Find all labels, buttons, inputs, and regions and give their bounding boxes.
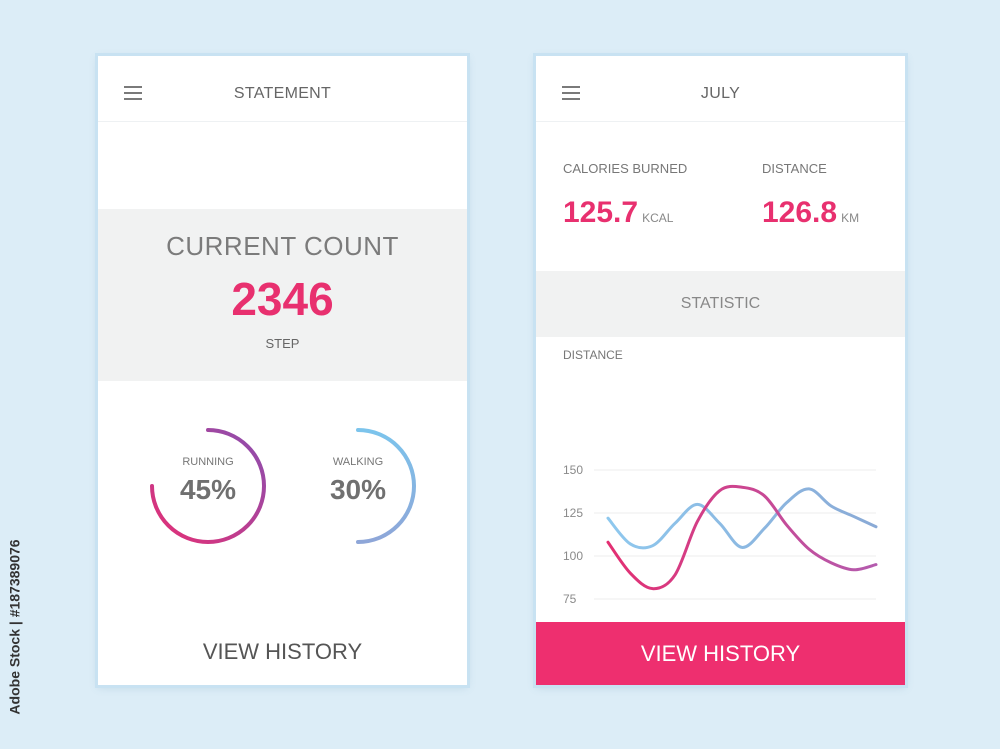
current-count-label: CURRENT COUNT xyxy=(166,231,399,261)
step-unit-label: STEP xyxy=(265,336,300,351)
current-count-panel: CURRENT COUNT 2346 STEP xyxy=(98,209,467,381)
walking-percent: 30% xyxy=(329,474,387,505)
y-tick-label: 75 xyxy=(563,592,577,606)
series-0-line xyxy=(606,487,878,550)
running-gauge: RUNNING 45% xyxy=(148,426,268,546)
view-history-button[interactable]: VIEW HISTORY xyxy=(536,622,905,685)
running-gauge-ring xyxy=(150,428,266,544)
distance-value: 126.8 xyxy=(762,196,838,229)
distance-unit: KM xyxy=(841,211,860,225)
stock-watermark: Adobe Stock | #187389076 xyxy=(0,512,30,742)
running-percent: 45% xyxy=(179,474,237,505)
y-tick-label: 150 xyxy=(563,463,583,477)
distance-metric: DISTANCE 126.8 KM xyxy=(762,161,859,230)
distance-line-chart: 1501251007550 xyxy=(563,463,878,606)
chart-title: DISTANCE xyxy=(563,348,623,362)
page-title: STATEMENT xyxy=(233,85,332,102)
header: STATEMENT xyxy=(98,56,467,122)
statistic-section-header: STATISTIC xyxy=(536,271,905,337)
step-count-value: 2346 xyxy=(231,273,334,325)
page-title: JULY xyxy=(700,85,741,102)
watermark-text: Adobe Stock | #187389076 xyxy=(7,539,23,715)
hamburger-menu-icon[interactable] xyxy=(562,86,580,100)
calories-unit: KCAL xyxy=(642,211,674,225)
y-tick-label: 100 xyxy=(563,549,583,563)
calories-value: 125.7 xyxy=(563,196,639,229)
statement-screen: STATEMENT CURRENT COUNT 2346 STEP RUNNIN… xyxy=(98,56,467,685)
walking-label: WALKING xyxy=(332,456,384,468)
series-1-line xyxy=(606,484,878,591)
running-label: RUNNING xyxy=(182,456,234,468)
calories-metric: CALORIES BURNED 125.7 KCAL xyxy=(563,161,687,230)
walking-gauge: WALKING 30% xyxy=(298,426,418,546)
july-screen: JULY CALORIES BURNED 125.7 KCAL DISTANCE … xyxy=(536,56,905,685)
hamburger-menu-icon[interactable] xyxy=(124,86,142,100)
header: JULY xyxy=(536,56,905,122)
view-history-button[interactable]: VIEW HISTORY xyxy=(202,639,363,664)
walking-gauge-ring xyxy=(356,428,416,544)
y-tick-label: 125 xyxy=(563,506,583,520)
distance-label: DISTANCE xyxy=(762,161,827,176)
calories-label: CALORIES BURNED xyxy=(563,161,688,176)
